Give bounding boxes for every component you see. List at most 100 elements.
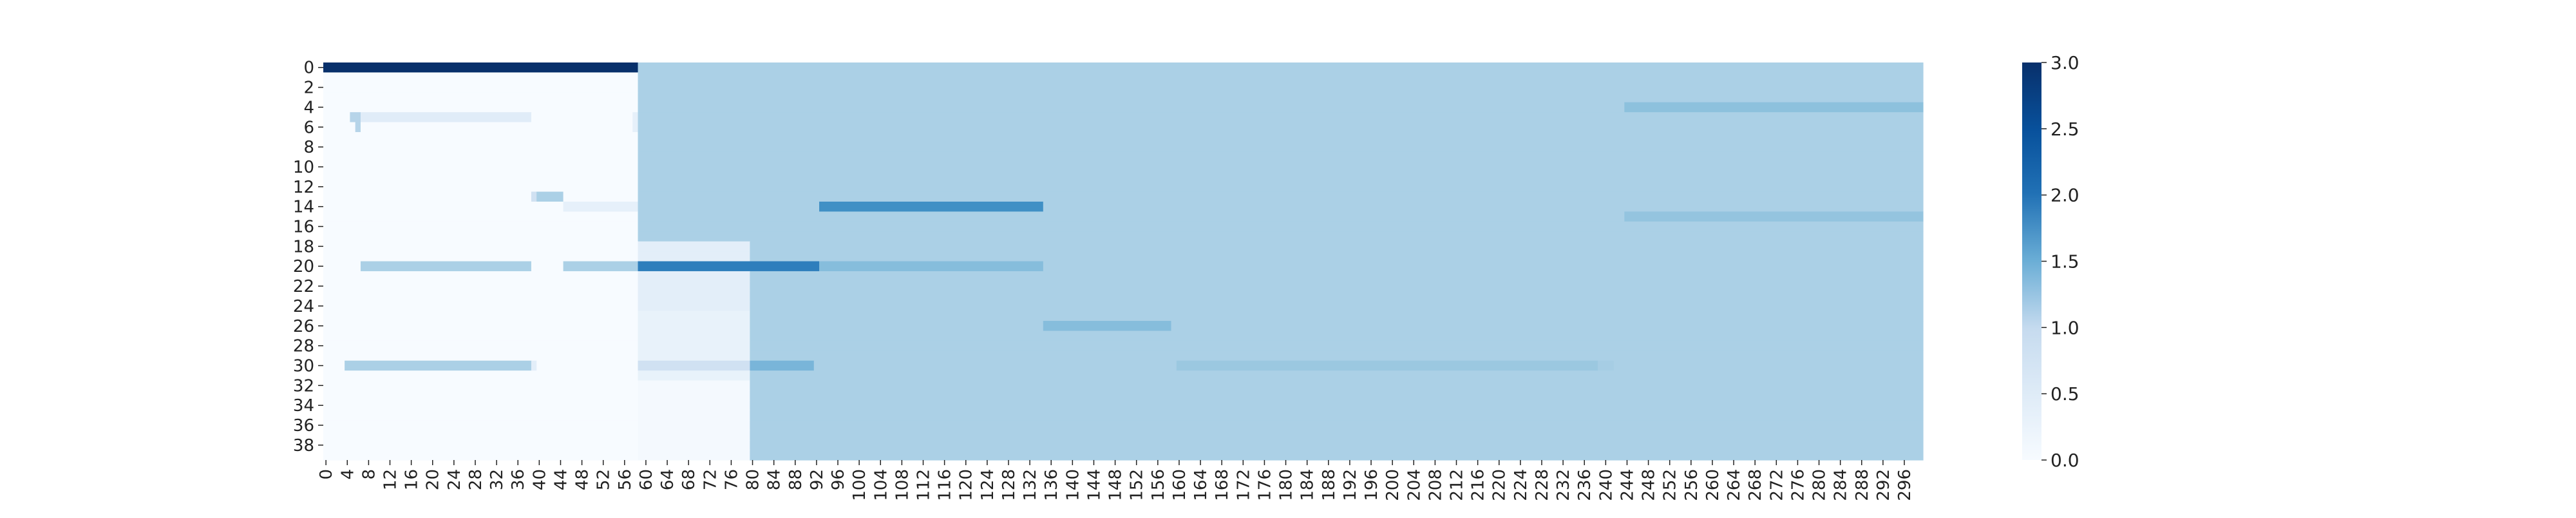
x-tick-label: 208 — [1426, 469, 1445, 501]
heatmap-cell — [750, 281, 1924, 292]
heatmap-cell — [638, 142, 1924, 153]
y-tick-label: 36 — [293, 416, 314, 436]
heatmap-cell — [323, 221, 639, 232]
x-tick-label: 4 — [338, 469, 357, 480]
y-tick-label: 28 — [293, 337, 314, 356]
x-tick-label: 92 — [808, 469, 827, 490]
heatmap-cell — [638, 380, 750, 391]
heatmap-cell — [638, 201, 820, 212]
y-tick-label: 14 — [293, 198, 314, 217]
x-tick-label: 120 — [957, 469, 976, 501]
heatmap-cell — [750, 360, 815, 371]
heatmap-cell — [638, 261, 820, 272]
x-tick-label: 144 — [1084, 469, 1104, 501]
x-tick-label: 148 — [1106, 469, 1126, 501]
y-tick-label: 16 — [293, 218, 314, 237]
heatmap-cell — [323, 440, 639, 451]
heatmap-cell — [323, 102, 639, 113]
heatmap-cell — [323, 311, 639, 321]
heatmap-cell — [323, 261, 361, 272]
x-tick-label: 20 — [424, 469, 443, 490]
heatmap-cell — [323, 131, 639, 143]
x-tick-label: 84 — [765, 469, 784, 490]
x-tick-label: 256 — [1682, 469, 1701, 501]
heatmap-cell — [750, 251, 1924, 262]
heatmap-cell — [323, 331, 639, 341]
heatmap-cell — [750, 241, 1924, 252]
x-tick-label: 8 — [359, 469, 379, 480]
y-tick-label: 12 — [293, 178, 314, 197]
heatmap-cell — [638, 162, 1924, 173]
colorbar-ticks: 0.0 0.5 1.0 1.5 2.0 2.5 3.0 — [2041, 52, 2079, 471]
x-tick-label: 292 — [1874, 469, 1893, 501]
heatmap-cell — [1043, 201, 1924, 212]
x-tick-label: 104 — [871, 469, 891, 501]
x-tick-label: 236 — [1575, 469, 1595, 501]
heatmap-cell — [638, 291, 750, 302]
heatmap-cell — [323, 321, 639, 332]
heatmap-cell — [632, 112, 639, 123]
x-tick-label: 128 — [999, 469, 1019, 501]
x-tick-label: 168 — [1213, 469, 1232, 501]
x-tick-label: 172 — [1234, 469, 1253, 501]
heatmap-cell — [323, 211, 639, 222]
heatmap-cell — [563, 201, 639, 212]
y-tick-label: 18 — [293, 237, 314, 256]
heatmap-cell — [1613, 360, 1924, 371]
y-tick-label: 6 — [303, 118, 314, 137]
heatmap-cell — [638, 62, 1924, 73]
y-tick-label: 32 — [293, 376, 314, 396]
heatmap-cell — [323, 241, 639, 252]
x-tick-label: 232 — [1554, 469, 1573, 501]
x-tick-label: 40 — [530, 469, 549, 490]
y-tick-label: 26 — [293, 317, 314, 336]
heatmap-cell — [638, 211, 1625, 222]
x-tick-label: 140 — [1063, 469, 1083, 501]
heatmap-cell — [638, 271, 750, 282]
heatmap-cell — [531, 261, 564, 272]
heatmap-cell — [323, 82, 639, 93]
heatmap-cell — [323, 370, 639, 381]
heatmap-cell — [750, 430, 1924, 441]
x-tick-label: 88 — [786, 469, 806, 490]
heatmap-cell — [323, 151, 639, 162]
heatmap-cell — [531, 112, 633, 123]
x-tick-label: 112 — [914, 469, 934, 501]
heatmap-cell — [323, 340, 639, 351]
y-tick-label: 4 — [303, 98, 314, 117]
colorbar-tick-label: 1.5 — [2050, 251, 2079, 273]
heatmap-cell — [323, 420, 639, 431]
heatmap-cell — [750, 321, 1044, 332]
x-tick-label: 248 — [1640, 469, 1659, 501]
x-tick-label: 28 — [466, 469, 486, 490]
heatmap-cell — [638, 420, 750, 431]
heatmap-cell — [750, 301, 1924, 312]
heatmap-cell — [323, 162, 639, 173]
heatmap-cell — [1176, 360, 1598, 371]
x-tick-label: 24 — [445, 469, 464, 490]
heatmap-cell — [323, 400, 639, 411]
x-tick-label: 60 — [637, 469, 656, 490]
x-tick-label: 100 — [850, 469, 869, 501]
x-tick-label: 192 — [1341, 469, 1360, 501]
heatmap-cell — [1597, 360, 1615, 371]
heatmap-cell — [638, 281, 750, 292]
x-tick-label: 196 — [1362, 469, 1381, 501]
x-tick-label: 184 — [1298, 469, 1318, 501]
heatmap-cell — [1043, 321, 1172, 332]
heatmap-cell — [638, 370, 750, 381]
x-tick-label: 252 — [1661, 469, 1680, 501]
y-tick-label: 0 — [303, 59, 314, 78]
x-tick-label: 124 — [978, 469, 998, 501]
x-tick-label: 156 — [1149, 469, 1168, 501]
heatmap-cell — [750, 410, 1924, 421]
x-tick-label: 136 — [1042, 469, 1061, 501]
heatmap-cell — [323, 112, 350, 123]
x-tick-label: 280 — [1810, 469, 1830, 501]
x-tick-label: 284 — [1832, 469, 1851, 501]
heatmap-cell — [750, 450, 1924, 461]
heatmap-cell — [323, 191, 532, 202]
x-tick-labels: 0 4 8 12 16 20 24 28 32 36 40 44 48 52 56 60 64 68 72 76 80 8… — [317, 460, 1915, 501]
x-tick-label: 296 — [1895, 469, 1915, 501]
